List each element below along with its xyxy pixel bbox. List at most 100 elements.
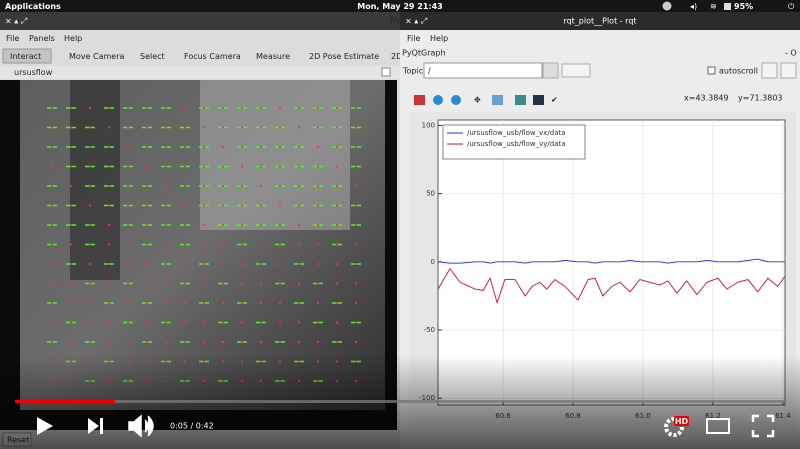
progress-track[interactable] bbox=[15, 400, 785, 403]
flow-point bbox=[259, 321, 263, 324]
flow-point bbox=[278, 301, 282, 305]
flow-point bbox=[69, 282, 73, 285]
flow-point bbox=[50, 106, 54, 110]
applications-menu[interactable]: Applications bbox=[5, 2, 61, 11]
flow-point bbox=[50, 282, 54, 285]
flow-point bbox=[221, 165, 225, 168]
flow-point bbox=[240, 165, 244, 168]
play-button[interactable] bbox=[37, 417, 53, 435]
flow-point bbox=[297, 184, 301, 188]
flow-point bbox=[278, 204, 282, 207]
flow-point bbox=[221, 340, 225, 344]
flow-point bbox=[259, 243, 263, 246]
flow-point bbox=[164, 126, 168, 129]
flow-point bbox=[145, 262, 149, 266]
flow-point bbox=[183, 282, 187, 285]
wifi-icon[interactable]: ≋ bbox=[710, 2, 717, 11]
user-icon[interactable] bbox=[662, 1, 672, 11]
next-button[interactable] bbox=[88, 418, 103, 434]
topic-input[interactable] bbox=[423, 62, 543, 79]
autoscroll-label[interactable]: autoscroll bbox=[719, 67, 758, 76]
flow-point bbox=[107, 106, 111, 110]
top-bar bbox=[0, 0, 800, 12]
flow-point bbox=[107, 126, 111, 129]
flow-point bbox=[259, 106, 263, 110]
flow-point bbox=[354, 126, 358, 129]
window-controls[interactable]: × ▴ ⤢ bbox=[405, 17, 427, 26]
tool-button[interactable]: 2D bbox=[391, 52, 402, 61]
flow-point bbox=[316, 145, 320, 149]
menu-item[interactable]: File bbox=[407, 34, 420, 43]
flow-point bbox=[278, 262, 282, 266]
volume-icon[interactable]: ◂) bbox=[690, 2, 697, 11]
flow-point bbox=[335, 145, 339, 149]
tool-button[interactable]: 2D Pose Estimate bbox=[309, 52, 379, 61]
autoscroll-checkbox[interactable] bbox=[707, 66, 716, 75]
flow-point bbox=[202, 204, 206, 207]
flow-point bbox=[164, 184, 168, 188]
hd-label: HD bbox=[675, 417, 689, 426]
back-button[interactable] bbox=[433, 95, 443, 105]
clear-button[interactable] bbox=[780, 62, 797, 79]
flow-point bbox=[164, 262, 168, 266]
flow-point bbox=[278, 321, 282, 324]
flow-point bbox=[259, 223, 263, 227]
flow-point bbox=[221, 301, 225, 305]
y-tick-label: 50 bbox=[426, 190, 435, 198]
topic-value[interactable]: / bbox=[428, 67, 431, 76]
flow-point bbox=[126, 282, 130, 285]
plugin-controls[interactable]: - O bbox=[785, 49, 797, 58]
flow-point bbox=[69, 340, 73, 344]
theater-button[interactable] bbox=[706, 418, 730, 434]
flow-point bbox=[50, 126, 54, 129]
flow-point bbox=[69, 321, 73, 324]
volume-button[interactable] bbox=[128, 414, 154, 438]
flow-point bbox=[278, 282, 282, 285]
tool-button[interactable]: Select bbox=[140, 52, 165, 61]
menu-item[interactable]: Panels bbox=[29, 34, 55, 43]
home-button[interactable] bbox=[414, 95, 425, 105]
zoom-button[interactable] bbox=[492, 95, 503, 105]
flow-point bbox=[126, 145, 130, 149]
clock[interactable]: Mon, May 29 21:43 bbox=[357, 2, 442, 11]
menu-item[interactable]: Help bbox=[64, 34, 82, 43]
menu-item[interactable]: Help bbox=[430, 34, 448, 43]
subplot-button[interactable] bbox=[515, 95, 526, 105]
flow-point bbox=[107, 223, 111, 227]
tool-button[interactable]: Interact bbox=[10, 52, 41, 61]
add-button[interactable] bbox=[542, 62, 559, 79]
tool-button[interactable]: Measure bbox=[256, 52, 290, 61]
flow-point bbox=[88, 340, 92, 344]
menu-item[interactable]: File bbox=[6, 34, 19, 43]
flow-point bbox=[126, 106, 130, 110]
save-button[interactable] bbox=[533, 95, 544, 105]
settings-button[interactable] bbox=[761, 62, 778, 79]
flow-point bbox=[202, 184, 206, 188]
flow-point bbox=[88, 184, 92, 188]
power-icon[interactable]: ⏻ bbox=[788, 2, 795, 11]
forward-button[interactable] bbox=[451, 95, 461, 105]
edit-button[interactable]: ✔ bbox=[551, 96, 558, 105]
flow-point bbox=[316, 243, 320, 246]
flow-point bbox=[50, 223, 54, 227]
battery-icon[interactable] bbox=[724, 3, 731, 10]
fullscreen-button[interactable] bbox=[751, 414, 775, 438]
pan-button[interactable]: ✥ bbox=[474, 96, 481, 105]
flow-point bbox=[69, 106, 73, 110]
image-highlight bbox=[200, 80, 350, 230]
flow-point bbox=[164, 321, 168, 324]
window-controls[interactable]: × ▴ ⤢ bbox=[5, 17, 27, 26]
flow-point bbox=[259, 145, 263, 149]
flow-point bbox=[126, 223, 130, 227]
flow-point bbox=[202, 321, 206, 324]
tool-button[interactable]: Focus Camera bbox=[184, 52, 241, 61]
flow-point bbox=[354, 282, 358, 285]
panel-close[interactable] bbox=[381, 67, 391, 77]
flow-point bbox=[69, 126, 73, 129]
flow-point bbox=[107, 321, 111, 324]
tool-button[interactable]: Move Camera bbox=[69, 52, 124, 61]
flow-point bbox=[354, 243, 358, 246]
remove-button[interactable] bbox=[561, 63, 591, 78]
flow-point bbox=[202, 301, 206, 305]
